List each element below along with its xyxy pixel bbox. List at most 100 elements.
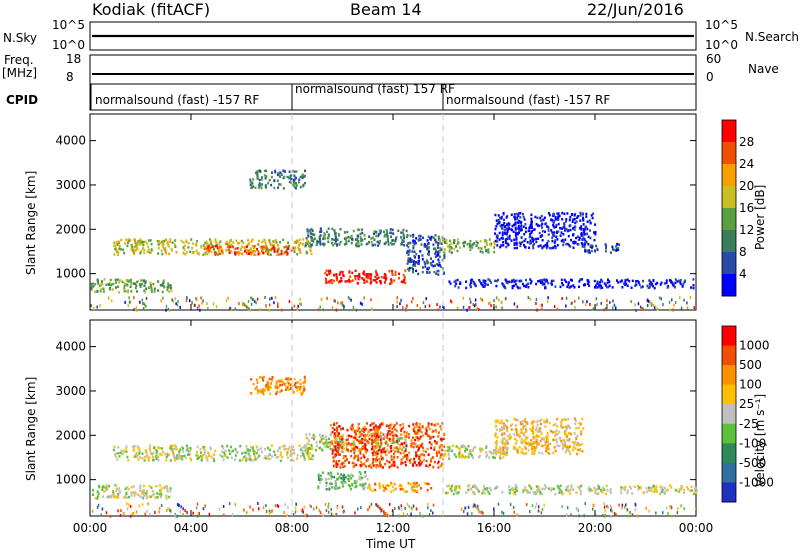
velocity-cell-3: [314, 448, 317, 452]
velocity-cell-1: [286, 456, 289, 460]
power-cell-5: [367, 274, 369, 277]
velocity-colorbar-swatch: [722, 443, 736, 464]
velocity-noise-cell: [631, 513, 634, 517]
velocity-cell-3: [398, 437, 401, 441]
velocity-cell-9: [654, 488, 657, 491]
velocity-cell-6: [417, 429, 420, 432]
velocity-cell-6: [395, 430, 398, 433]
velocity-cell-6: [335, 426, 338, 429]
power-cell-3: [254, 186, 257, 189]
power-cell-8: [551, 236, 554, 240]
power-cell-4: [334, 234, 337, 237]
velocity-cell-7: [506, 449, 508, 452]
power-cell-8: [547, 229, 550, 232]
power-cell-1: [122, 248, 125, 251]
velocity-cell-1: [288, 446, 291, 450]
power-cell-8: [543, 216, 546, 219]
power-cell-1: [127, 239, 130, 243]
velocity-cell-6: [414, 443, 417, 446]
xaxis-title: Time UT: [366, 537, 416, 551]
power-cell-4: [319, 228, 322, 231]
power-cell-8: [573, 217, 576, 221]
velocity-noise-cell: [472, 504, 475, 508]
power-cell-8: [539, 216, 542, 220]
power-cell-8: [528, 226, 531, 229]
power-cell-8: [508, 223, 511, 226]
velocity-cell-1: [174, 444, 177, 447]
velocity-cell-1: [202, 453, 205, 457]
power-cell-1: [146, 242, 149, 245]
power-noise-cell: [348, 297, 351, 301]
velocity-cell-9: [595, 492, 598, 495]
velocity-cell-8: [507, 442, 509, 445]
power-noise-cell: [331, 305, 334, 309]
power-cell-6: [430, 235, 433, 239]
velocity-noise-cell: [513, 510, 515, 514]
power-cell-1: [235, 239, 238, 242]
power-cell-4: [374, 243, 377, 247]
velocity-cell-8: [514, 428, 517, 431]
velocity-cell-9: [514, 492, 517, 496]
power-cell-9: [611, 248, 614, 251]
velocity-cell-8: [530, 442, 533, 446]
power-noise-cell: [194, 304, 196, 307]
velocity-cell-2: [265, 384, 268, 387]
power-noise-cell: [424, 305, 427, 309]
power-cell-1: [126, 241, 129, 245]
velocity-cell-6: [393, 446, 396, 450]
power-cell-6: [436, 254, 439, 257]
power-cell-4: [373, 230, 376, 233]
power-cell-1: [205, 240, 208, 244]
velocity-cell-3: [323, 442, 326, 446]
velocity-cell-1: [230, 456, 233, 460]
power-cell-9: [618, 243, 621, 246]
power-noise-cell: [229, 306, 231, 310]
velocity-cell-6: [361, 437, 364, 441]
velocity-cell-4: [359, 472, 362, 476]
power-cell-6: [437, 251, 440, 254]
velocity-cell-7: [448, 447, 451, 451]
velocity-noise-cell: [336, 506, 339, 510]
velocity-noise-cell: [96, 506, 99, 509]
velocity-cell-8: [565, 425, 568, 428]
power-noise-cell: [469, 297, 471, 301]
velocity-cell-9: [554, 492, 557, 496]
power-cell-8: [496, 240, 499, 243]
velocity-cell-3: [405, 433, 408, 437]
velocity-cell-6: [353, 457, 356, 460]
velocity-cell-6: [365, 449, 368, 453]
power-cell-1: [204, 246, 207, 249]
velocity-cell-1: [254, 455, 257, 458]
velocity-noise-cell: [412, 504, 415, 508]
velocity-cell-6: [431, 456, 434, 459]
velocity-cell-8: [541, 444, 544, 448]
power-cell-1: [118, 247, 121, 251]
power-cell-8: [569, 245, 572, 248]
velocity-cell-8: [552, 438, 555, 442]
velocity-cell-0: [96, 497, 99, 500]
velocity-cell-8: [570, 432, 572, 436]
velocity-cell-6: [334, 447, 337, 450]
velocity-cell-6: [415, 464, 418, 467]
power-cell-7: [485, 249, 488, 253]
velocity-noise-cell: [202, 507, 205, 511]
power-cell-8: [518, 229, 521, 232]
velocity-noise-cell: [406, 502, 409, 506]
velocity-cell-6: [360, 456, 363, 460]
velocity-cell-5: [382, 484, 385, 487]
power-cell-10: [677, 279, 680, 283]
velocity-noise-cell: [607, 506, 609, 509]
velocity-cell-0: [101, 485, 104, 489]
velocity-cell-6: [400, 462, 403, 466]
velocity-cell-1: [113, 445, 116, 448]
velocity-cell-7: [461, 453, 464, 457]
velocity-cell-1: [296, 457, 299, 460]
power-cell-8: [564, 227, 567, 231]
velocity-cell-7: [444, 453, 446, 456]
velocity-cell-6: [409, 461, 412, 464]
velocity-noise-cell: [186, 511, 188, 514]
power-cell-0: [108, 287, 111, 291]
velocity-cell-6: [364, 443, 367, 447]
power-cell-3: [298, 178, 301, 181]
power-cell-10: [620, 279, 623, 282]
